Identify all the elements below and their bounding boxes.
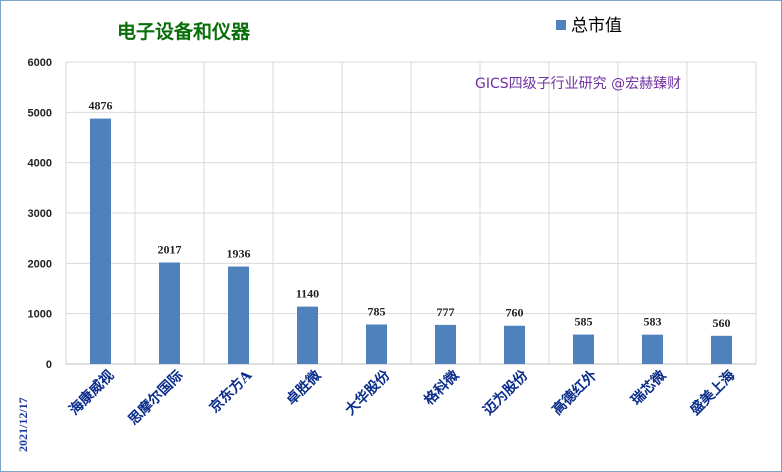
- x-tick-label: 京东方A: [206, 366, 256, 416]
- data-label: 1140: [296, 287, 319, 301]
- bar: [504, 325, 525, 364]
- x-tick-label: 大华股份: [342, 366, 394, 418]
- bar: [366, 324, 387, 364]
- data-label: 560: [713, 316, 731, 330]
- y-tick-label: 0: [46, 359, 52, 371]
- data-label: 785: [368, 304, 386, 318]
- bars-group: 4876 2017 1936 1140 785 777 760 585 583 560: [89, 99, 732, 364]
- bar: [159, 262, 180, 364]
- data-label: 1936: [227, 247, 251, 261]
- bar: [90, 118, 111, 364]
- chart-annotation: GICS四级子行业研究 @宏赫臻财: [475, 76, 681, 92]
- legend-label: 总市值: [571, 16, 622, 36]
- x-tick-label: 高德红外: [549, 367, 601, 419]
- y-tick-label: 4000: [28, 158, 52, 170]
- data-label: 585: [575, 315, 593, 329]
- x-tick-label: 盛美上海: [687, 367, 739, 419]
- x-axis: 海康威视 思摩尔国际 京东方A 卓胜微 大华股份 格科微 迈为股份 高德红外 瑞芯微 盛美上海: [66, 366, 739, 428]
- data-label: 2017: [158, 242, 182, 256]
- x-tick-label: 思摩尔国际: [125, 367, 187, 429]
- x-tick-label: 瑞芯微: [628, 366, 670, 408]
- x-tick-label: 格科微: [421, 366, 463, 408]
- x-tick-label: 卓胜微: [283, 366, 325, 408]
- y-tick-label: 6000: [28, 57, 52, 69]
- bar: [228, 266, 249, 364]
- y-axis: 0 1000 2000 3000 4000 5000 6000: [28, 57, 52, 371]
- y-tick-label: 5000: [28, 107, 52, 119]
- data-label: 760: [506, 306, 524, 320]
- x-tick-label: 迈为股份: [480, 366, 532, 418]
- legend-swatch: [556, 20, 566, 30]
- date-label: 2021/12/17: [16, 397, 30, 452]
- y-tick-label: 3000: [28, 208, 52, 220]
- data-label: 4876: [89, 99, 113, 113]
- bar: [711, 335, 732, 364]
- x-tick-label: 海康威视: [66, 367, 118, 419]
- chart-title: 电子设备和仪器: [117, 20, 251, 43]
- bar: [642, 334, 663, 364]
- bar: [573, 334, 594, 364]
- bar: [435, 324, 456, 364]
- data-label: 777: [437, 305, 455, 319]
- gridlines: [65, 61, 757, 365]
- bar: [297, 306, 318, 364]
- y-tick-label: 2000: [28, 258, 52, 270]
- data-label: 583: [644, 315, 662, 329]
- y-tick-label: 1000: [28, 309, 52, 321]
